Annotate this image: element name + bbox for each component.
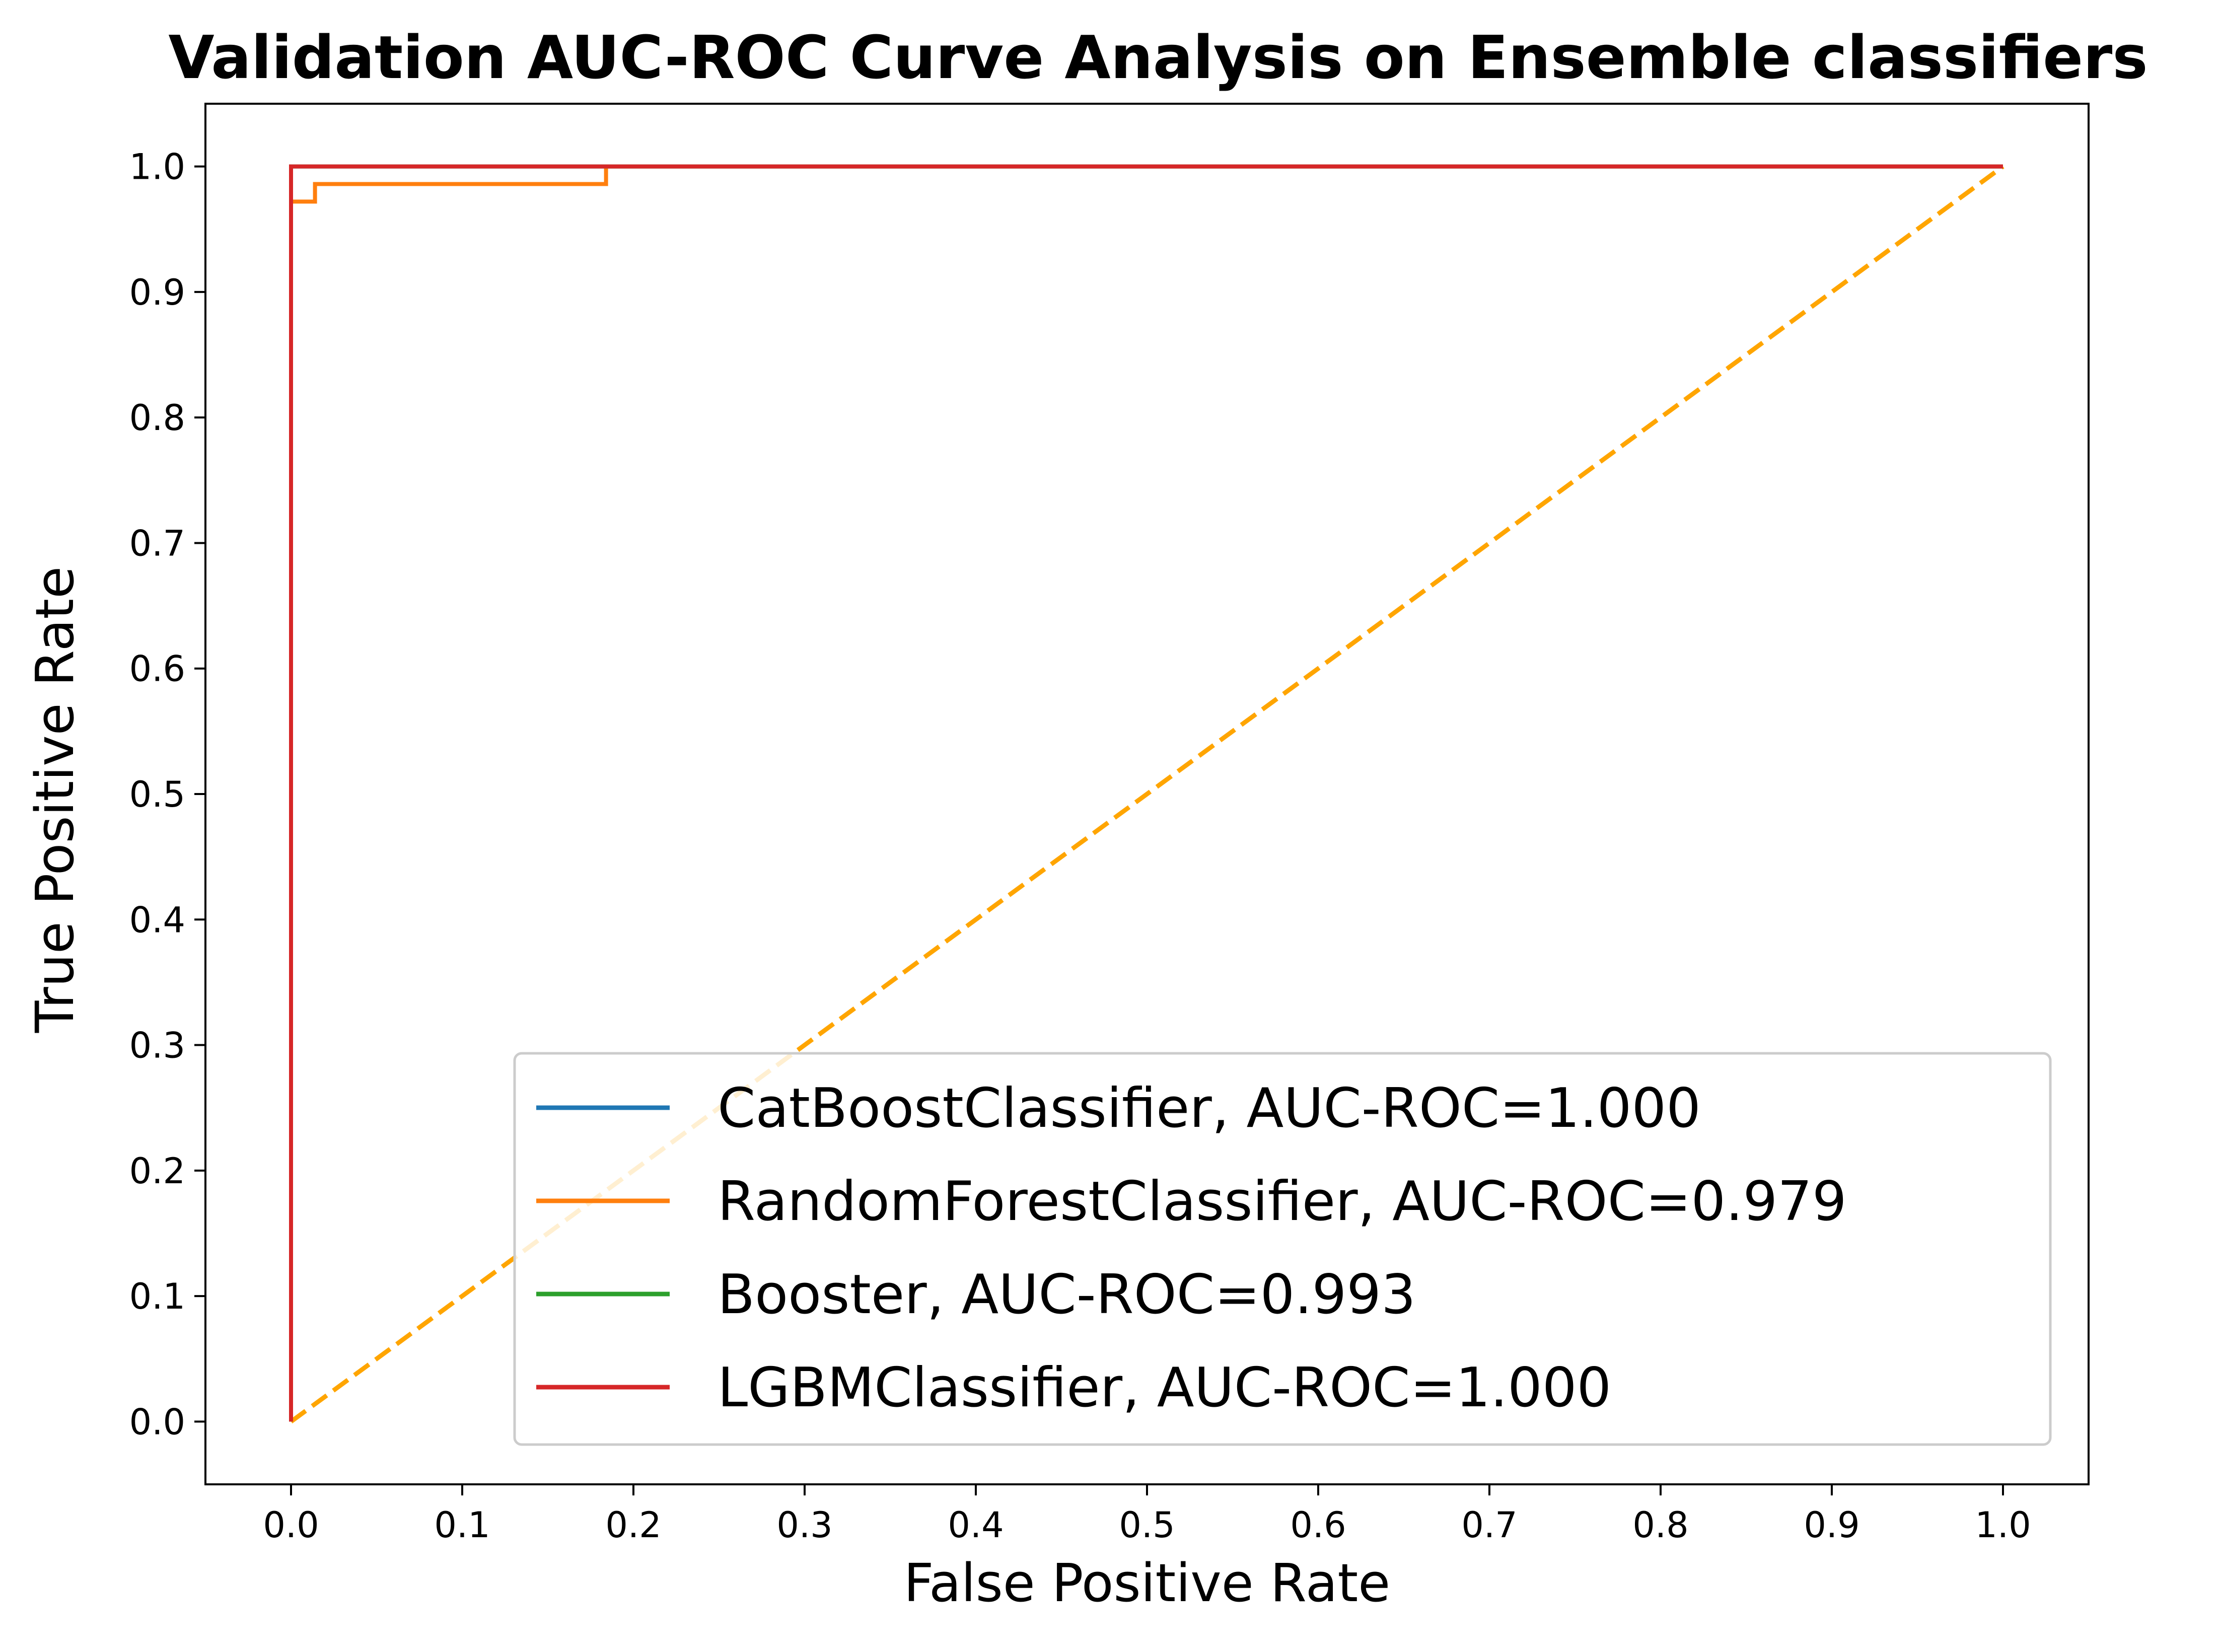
y-tick-label: 0.0 <box>129 1401 185 1443</box>
legend-box <box>513 1052 2052 1446</box>
y-tick-label: 0.8 <box>129 397 185 439</box>
axis-ticks: 0.0 0.1 0.2 0.3 0.4 0.5 0.6 0.7 0.8 0.9 1.0 0.0 0.1 0… <box>129 147 2031 1546</box>
legend-label-0: CatBoostClassifier, AUC-ROC=1.000 <box>718 1077 1701 1140</box>
x-tick-label: 0.3 <box>776 1504 832 1546</box>
legend: CatBoostClassifier, AUC-ROC=1.000 RandomF… <box>513 1052 2052 1446</box>
x-tick-label: 0.5 <box>1119 1504 1175 1546</box>
series-line-3 <box>289 164 2003 1422</box>
x-tick-label: 0.2 <box>605 1504 661 1546</box>
legend-label-3: LGBMClassifier, AUC-ROC=1.000 <box>718 1356 1611 1419</box>
y-tick-label: 0.4 <box>129 899 185 941</box>
y-axis-label: True Positive Rate <box>24 566 86 1033</box>
x-tick-label: 0.1 <box>434 1504 490 1546</box>
legend-label-2: Booster, AUC-ROC=0.993 <box>718 1263 1416 1326</box>
x-tick-label: 0.9 <box>1804 1504 1859 1546</box>
x-tick-label: 1.0 <box>1975 1504 2031 1546</box>
legend-label-1: RandomForestClassifier, AUC-ROC=0.979 <box>718 1170 1847 1233</box>
y-tick-label: 0.2 <box>129 1151 185 1192</box>
x-tick-label: 0.7 <box>1461 1504 1517 1546</box>
y-tick-label: 0.7 <box>129 523 185 564</box>
y-tick-label: 0.6 <box>129 649 185 690</box>
y-tick-label: 0.1 <box>129 1276 185 1317</box>
x-tick-label: 0.4 <box>948 1504 1004 1546</box>
x-tick-label: 0.6 <box>1290 1504 1346 1546</box>
chart-title: Validation AUC-ROC Curve Analysis on Ens… <box>168 23 2147 92</box>
x-tick-label: 0.8 <box>1632 1504 1688 1546</box>
x-axis-label: False Positive Rate <box>904 1552 1391 1614</box>
y-tick-label: 0.9 <box>129 272 185 313</box>
x-tick-label: 0.0 <box>263 1504 319 1546</box>
y-tick-label: 0.5 <box>129 774 185 815</box>
plot-frame <box>204 103 2090 1485</box>
y-tick-label: 0.3 <box>129 1025 185 1066</box>
y-tick-label: 1.0 <box>129 147 185 188</box>
